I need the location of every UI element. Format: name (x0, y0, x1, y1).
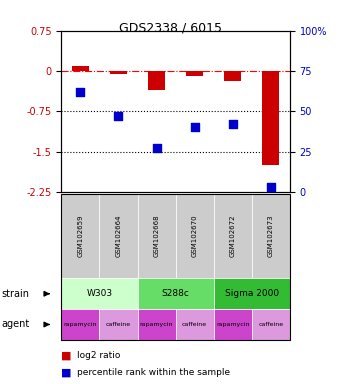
Text: GSM102668: GSM102668 (153, 215, 160, 258)
Text: ■: ■ (61, 350, 72, 360)
Bar (72, 66, 89, 71)
Text: GSM102673: GSM102673 (268, 215, 274, 258)
Text: GSM102664: GSM102664 (116, 215, 121, 257)
Text: Sigma 2000: Sigma 2000 (225, 289, 279, 298)
Text: W303: W303 (86, 289, 113, 298)
Text: agent: agent (2, 319, 30, 329)
Text: S288c: S288c (162, 289, 190, 298)
Point (192, 124, 197, 131)
Text: caffeine: caffeine (182, 322, 207, 327)
Text: rapamycin: rapamycin (140, 322, 173, 327)
Text: rapamycin: rapamycin (216, 322, 250, 327)
Text: GSM102670: GSM102670 (192, 215, 198, 258)
Text: rapamycin: rapamycin (64, 322, 97, 327)
Bar (148, 71, 165, 90)
Text: ■: ■ (61, 367, 72, 377)
Text: percentile rank within the sample: percentile rank within the sample (77, 368, 230, 377)
Text: log2 ratio: log2 ratio (77, 351, 120, 360)
Point (230, 121, 235, 127)
Text: caffeine: caffeine (106, 322, 131, 327)
Text: GSM102672: GSM102672 (230, 215, 236, 257)
Bar (186, 71, 203, 76)
Point (116, 113, 121, 119)
Point (78, 89, 83, 95)
Bar (110, 71, 127, 74)
Point (154, 146, 159, 152)
Text: GSM102659: GSM102659 (77, 215, 84, 257)
Point (268, 184, 273, 190)
Text: caffeine: caffeine (258, 322, 283, 327)
Bar (262, 71, 279, 165)
Text: strain: strain (2, 289, 30, 299)
Text: GDS2338 / 6015: GDS2338 / 6015 (119, 21, 222, 34)
Bar (224, 71, 241, 81)
